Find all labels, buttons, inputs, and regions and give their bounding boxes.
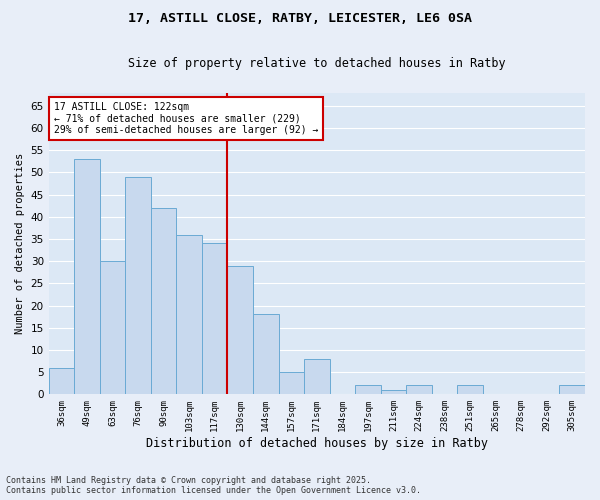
Title: Size of property relative to detached houses in Ratby: Size of property relative to detached ho… bbox=[128, 58, 506, 70]
Bar bbox=[151, 208, 176, 394]
Bar bbox=[380, 390, 406, 394]
Bar bbox=[49, 368, 74, 394]
Text: Contains HM Land Registry data © Crown copyright and database right 2025.
Contai: Contains HM Land Registry data © Crown c… bbox=[6, 476, 421, 495]
X-axis label: Distribution of detached houses by size in Ratby: Distribution of detached houses by size … bbox=[146, 437, 488, 450]
Bar bbox=[202, 244, 227, 394]
Text: 17 ASTILL CLOSE: 122sqm
← 71% of detached houses are smaller (229)
29% of semi-d: 17 ASTILL CLOSE: 122sqm ← 71% of detache… bbox=[54, 102, 319, 135]
Bar bbox=[304, 359, 329, 394]
Text: 17, ASTILL CLOSE, RATBY, LEICESTER, LE6 0SA: 17, ASTILL CLOSE, RATBY, LEICESTER, LE6 … bbox=[128, 12, 472, 26]
Y-axis label: Number of detached properties: Number of detached properties bbox=[15, 153, 25, 334]
Bar bbox=[559, 386, 585, 394]
Bar bbox=[125, 177, 151, 394]
Bar bbox=[278, 372, 304, 394]
Bar bbox=[355, 386, 380, 394]
Bar bbox=[253, 314, 278, 394]
Bar bbox=[406, 386, 432, 394]
Bar bbox=[176, 234, 202, 394]
Bar bbox=[74, 159, 100, 394]
Bar bbox=[227, 266, 253, 394]
Bar bbox=[457, 386, 483, 394]
Bar bbox=[100, 261, 125, 394]
